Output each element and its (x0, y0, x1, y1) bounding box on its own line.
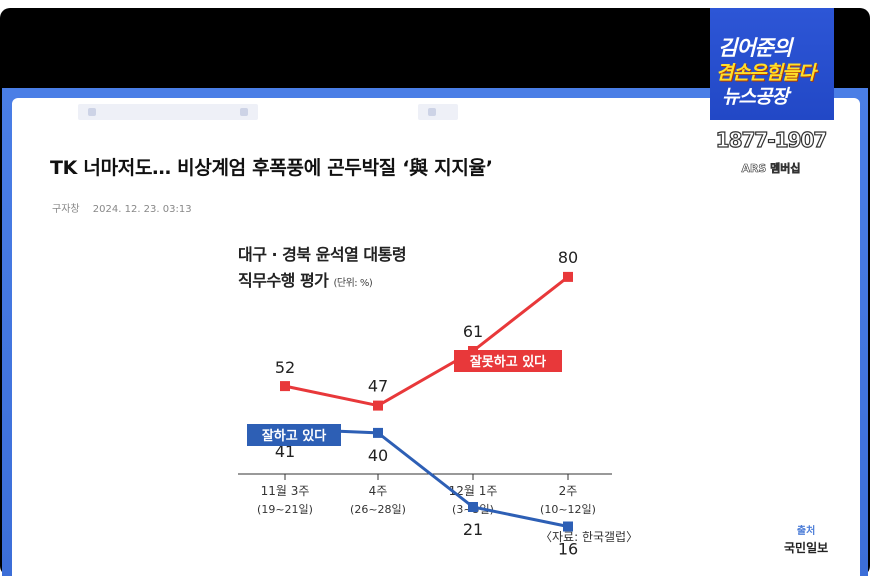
chart-source: 〈자료: 한국갤럽〉 (540, 530, 639, 544)
data-label: 47 (368, 377, 388, 396)
data-label: 52 (275, 358, 295, 377)
x-tick-sublabel: (19~21일) (257, 502, 313, 516)
data-label: 40 (368, 446, 388, 465)
channel-logo-line1: 김어준의 (718, 36, 792, 60)
legend-negative (454, 350, 562, 372)
x-tick-label: 4주 (369, 484, 388, 498)
article-byline: 구자창 2024. 12. 23. 03:13 (52, 200, 192, 215)
tab-dot (88, 108, 96, 116)
data-point (563, 271, 573, 282)
x-tick-sublabel: (26~28일) (350, 502, 406, 516)
data-point (468, 502, 478, 512)
data-label: 80 (558, 248, 578, 267)
data-label: 41 (275, 442, 295, 461)
x-tick-label: 11월 3주 (261, 484, 310, 498)
article-card (12, 98, 860, 576)
legend-label: 잘하고 있다 (262, 428, 326, 444)
chart-title-line2-text: 직무수행 평가 (238, 271, 329, 290)
tab-dot (428, 108, 436, 116)
tab-dot (240, 108, 248, 116)
channel-ars: ARS 멤버십 (741, 162, 801, 176)
credit-name: 국민일보 (784, 541, 829, 555)
legend-positive (247, 424, 341, 446)
article-author: 구자창 (52, 204, 80, 215)
x-tick-label: 2주 (559, 484, 578, 498)
chart-title-line2: 직무수행 평가 (단위: %) (238, 268, 406, 297)
article-headline: TK 너마저도… 비상계엄 후폭풍에 곤두박질 ‘與 지지율’ (50, 157, 493, 179)
data-label: 61 (463, 322, 483, 341)
data-label: 16 (558, 540, 578, 559)
channel-logo: 김어준의 겸손은힘들다 뉴스공장 (710, 8, 834, 120)
data-point (280, 381, 290, 392)
x-tick-label: 12월 1주 (449, 484, 498, 498)
article-datetime: 2024. 12. 23. 03:13 (92, 204, 192, 215)
credit: 출처 국민일보 (784, 524, 828, 556)
data-point (563, 521, 573, 532)
channel-logo-line2: 겸손은힘들다 (716, 62, 816, 84)
chart-unit: (단위: %) (333, 278, 373, 289)
browser-tab (418, 104, 458, 120)
chart-title: 대구 · 경북 윤석열 대통령 직무수행 평가 (단위: %) (238, 242, 407, 297)
data-label: 21 (463, 520, 483, 539)
data-point (373, 427, 383, 438)
browser-tab (78, 104, 258, 120)
channel-phone: 1877-1907 (715, 127, 828, 152)
credit-label: 출처 (796, 526, 816, 537)
channel-logo-line3: 뉴스공장 (722, 86, 789, 108)
data-point (373, 400, 383, 411)
chart-title-line1: 대구 · 경북 윤석열 대통령 (238, 245, 407, 264)
x-tick-sublabel: (10~12일) (540, 502, 596, 516)
series-line-negative (284, 275, 569, 408)
legend-label: 잘못하고 있다 (470, 354, 546, 370)
